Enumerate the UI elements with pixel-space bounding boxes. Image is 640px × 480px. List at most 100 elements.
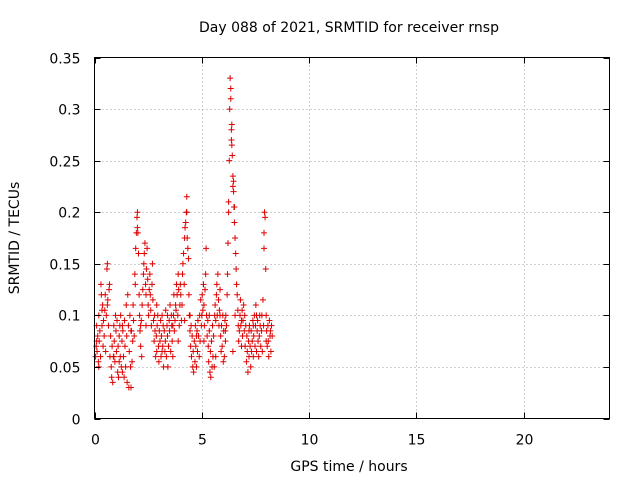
data-point — [129, 338, 136, 345]
data-point — [194, 317, 201, 324]
data-point — [134, 209, 141, 216]
y-tick-label: 0.05 — [49, 361, 80, 377]
data-point — [192, 322, 199, 329]
data-point — [261, 245, 268, 252]
data-point — [228, 142, 235, 149]
data-point — [132, 281, 139, 288]
data-point — [256, 332, 263, 339]
data-point — [250, 353, 257, 360]
chart-title: Day 088 of 2021, SRMTID for receiver rns… — [199, 20, 499, 36]
data-point — [105, 322, 112, 329]
data-point — [193, 332, 200, 339]
data-point — [224, 240, 231, 247]
data-point — [159, 312, 166, 319]
data-point — [99, 307, 106, 314]
data-point — [106, 281, 113, 288]
data-point — [112, 312, 119, 319]
data-point — [194, 348, 201, 355]
data-point — [116, 332, 123, 339]
x-tick-label: 15 — [408, 433, 426, 449]
data-point — [259, 296, 266, 303]
data-point — [190, 369, 197, 376]
data-point — [255, 338, 262, 345]
data-point — [182, 219, 189, 226]
data-point — [129, 358, 136, 365]
data-point — [207, 374, 214, 381]
data-point — [250, 332, 257, 339]
data-point — [117, 312, 124, 319]
y-tick-label: 0.1 — [58, 309, 80, 325]
data-point — [96, 327, 103, 334]
data-point — [199, 307, 206, 314]
data-point — [167, 348, 174, 355]
data-point — [123, 302, 130, 309]
axis-ticks — [94, 57, 610, 420]
data-point — [164, 363, 171, 370]
data-point — [166, 317, 173, 324]
data-point — [249, 338, 256, 345]
data-point — [118, 338, 125, 345]
data-point — [267, 327, 274, 334]
data-point — [95, 363, 102, 370]
x-tick-labels: 0 5 10 15 20 — [91, 433, 533, 449]
data-point — [147, 307, 154, 314]
data-point — [109, 343, 116, 350]
data-point — [253, 348, 260, 355]
data-point — [149, 281, 156, 288]
data-point — [224, 271, 231, 278]
data-point — [204, 332, 211, 339]
x-tick-label: 10 — [301, 433, 319, 449]
data-point — [214, 271, 221, 278]
data-point — [138, 317, 145, 324]
data-point — [258, 327, 265, 334]
data-point — [182, 224, 189, 231]
data-point — [231, 219, 238, 226]
data-point — [115, 374, 122, 381]
data-point — [144, 245, 151, 252]
data-point — [221, 317, 228, 324]
data-point — [132, 245, 139, 252]
x-tick-label: 5 — [198, 433, 207, 449]
data-point — [155, 358, 162, 365]
data-point — [113, 348, 120, 355]
data-point — [221, 353, 228, 360]
data-point — [133, 214, 140, 221]
data-point — [179, 302, 186, 309]
data-point — [185, 291, 192, 298]
data-point — [204, 317, 211, 324]
data-point — [264, 343, 271, 350]
data-point — [100, 317, 107, 324]
data-point — [220, 358, 227, 365]
data-point — [153, 332, 160, 339]
data-point — [206, 369, 213, 376]
data-point — [104, 260, 111, 267]
grid-lines — [94, 57, 610, 419]
data-point — [156, 338, 163, 345]
data-point — [233, 265, 240, 272]
data-point — [120, 353, 127, 360]
data-point — [213, 281, 220, 288]
data-point — [108, 374, 115, 381]
data-point — [224, 291, 231, 298]
data-point — [200, 302, 207, 309]
data-point — [246, 327, 252, 334]
data-point — [112, 327, 119, 334]
data-point — [104, 296, 111, 303]
data-point — [136, 327, 143, 334]
data-point — [94, 332, 101, 339]
data-point — [95, 358, 102, 365]
data-point — [110, 353, 117, 360]
data-point — [121, 317, 128, 324]
data-point — [187, 343, 194, 350]
data-point — [110, 322, 117, 329]
data-point — [261, 209, 268, 216]
data-point — [111, 338, 118, 345]
data-point — [175, 286, 182, 293]
data-point — [255, 353, 262, 360]
data-point — [239, 307, 246, 314]
data-point — [193, 363, 200, 370]
data-point — [130, 317, 137, 324]
data-point — [153, 302, 160, 309]
data-point — [115, 343, 122, 350]
